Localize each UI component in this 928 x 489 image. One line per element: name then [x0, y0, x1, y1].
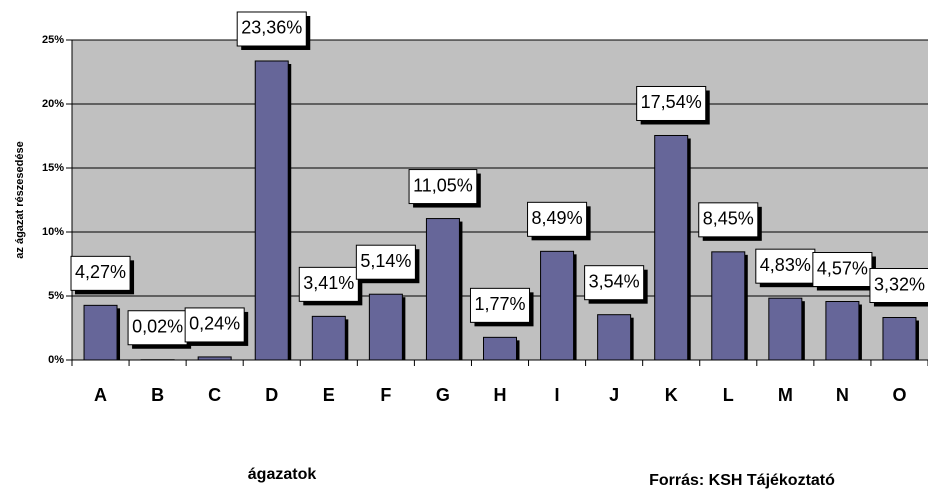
data-label-text: 4,57%: [817, 258, 868, 278]
data-label: 5,14%: [355, 244, 420, 284]
bar: [825, 301, 860, 361]
y-tick-label: 10%: [42, 226, 64, 238]
x-tick-label: A: [94, 385, 107, 405]
bar: [83, 304, 118, 361]
data-label-box: [698, 202, 759, 238]
data-label-box: [584, 265, 645, 301]
x-tick-label: J: [609, 385, 619, 405]
y-tick-label: 20%: [42, 98, 64, 110]
data-label: 4,83%: [755, 248, 819, 288]
data-label-text: 8,45%: [703, 209, 754, 229]
data-label-box: [755, 248, 816, 284]
bar: [483, 336, 517, 361]
data-label-box: [869, 268, 928, 304]
data-label-text: 3,54%: [589, 271, 640, 291]
source-note: Forrás: KSH Tájékoztató: [649, 472, 835, 489]
data-label: 23,36%: [236, 11, 311, 50]
bar: [425, 218, 460, 361]
data-label-box: [469, 287, 531, 323]
data-label-box: [812, 252, 873, 288]
y-axis-title: az ágazat részesedése: [14, 141, 26, 258]
data-label: 1,77%: [469, 287, 534, 327]
data-label-box: [527, 201, 588, 237]
x-tick-label: B: [151, 385, 164, 405]
data-label: 3,32%: [869, 268, 928, 307]
data-label-text: 3,32%: [874, 274, 925, 294]
x-axis-title: ágazatok: [248, 466, 317, 483]
data-label-text: 23,36%: [241, 18, 302, 38]
x-tick-label: E: [323, 385, 335, 405]
data-label-box: [408, 169, 478, 205]
data-label-box: [70, 255, 131, 291]
data-label-text: 4,83%: [760, 255, 811, 275]
bar: [254, 60, 289, 361]
data-label-text: 1,77%: [474, 294, 525, 314]
data-label-box: [236, 11, 307, 47]
bar: [368, 293, 403, 361]
data-label-text: 3,41%: [303, 273, 354, 293]
bar: [654, 134, 689, 361]
data-label: 4,27%: [70, 255, 135, 295]
x-tick-label: N: [836, 385, 849, 405]
x-tick-label: L: [723, 385, 734, 405]
data-label-text: 0,24%: [189, 314, 240, 334]
data-label: 17,54%: [636, 85, 710, 125]
data-label-box: [636, 85, 707, 121]
data-label-box: [355, 244, 416, 280]
data-label: 8,45%: [698, 202, 762, 241]
y-tick-label: 25%: [42, 34, 64, 46]
data-label: 3,54%: [584, 265, 648, 304]
data-label-text: 8,49%: [532, 208, 583, 228]
data-label-box: [127, 310, 188, 346]
bar: [768, 297, 803, 361]
data-label-text: 4,27%: [75, 262, 126, 282]
bar: [540, 250, 575, 361]
data-label-box: [298, 266, 359, 302]
bar: [597, 314, 632, 361]
bar: [711, 251, 746, 361]
data-label-text: 5,14%: [360, 251, 411, 271]
data-label: 3,41%: [298, 266, 363, 306]
data-label: 4,57%: [812, 252, 876, 291]
data-label: 8,49%: [527, 201, 591, 241]
y-tick-label: 0%: [48, 354, 64, 366]
x-tick-label: H: [494, 385, 507, 405]
x-tick-label: D: [265, 385, 278, 405]
x-tick-label: C: [208, 385, 221, 405]
data-label: 0,02%: [127, 310, 192, 349]
bar: [311, 315, 346, 361]
data-label: 0,24%: [184, 307, 249, 346]
data-label-text: 11,05%: [413, 175, 473, 195]
data-label: 11,05%: [408, 169, 481, 208]
x-tick-label: I: [555, 385, 560, 405]
y-tick-label: 5%: [48, 290, 64, 302]
y-tick-label: 15%: [42, 162, 64, 174]
x-tick-label: G: [436, 385, 450, 405]
bar: [882, 317, 917, 361]
data-label-box: [184, 307, 245, 343]
x-tick-label: F: [380, 385, 391, 405]
x-tick-label: O: [892, 385, 906, 405]
x-tick-label: M: [778, 385, 793, 405]
data-label-text: 17,54%: [641, 92, 702, 112]
data-label-text: 0,02%: [132, 316, 183, 336]
x-tick-label: K: [665, 385, 678, 405]
